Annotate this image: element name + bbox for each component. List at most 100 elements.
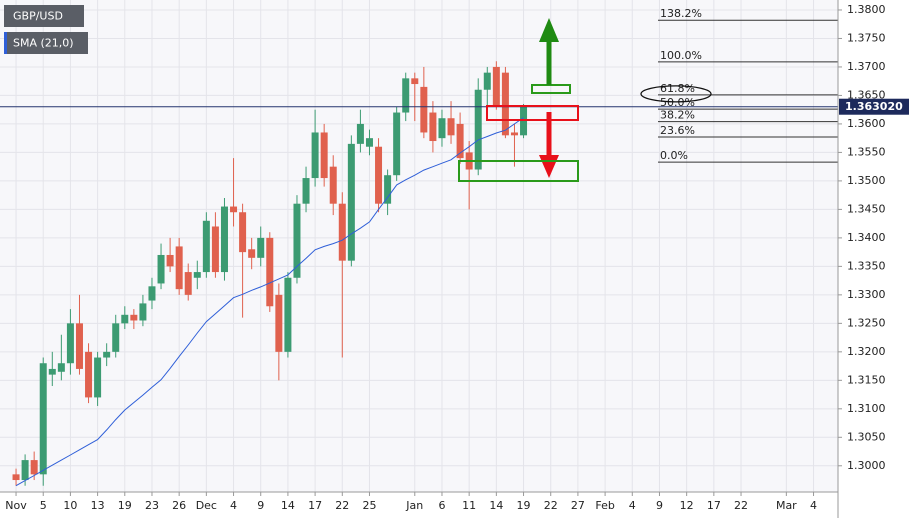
candle-body [429,112,437,142]
candle-body [94,357,102,398]
candle-body [474,89,482,170]
sma-line [15,117,524,487]
x-tick-label: 22 [335,499,349,512]
x-tick-label: Mar [776,499,797,512]
candle-body [220,206,228,273]
candle-body [293,203,301,278]
y-tick-label: 1.3300 [847,288,886,301]
candle-body [85,351,93,398]
x-tick-label: 9 [656,499,663,512]
y-tick-label: 1.3250 [847,316,886,329]
candle-body [48,368,56,375]
candle-body [447,118,455,136]
y-tick-label: 1.3150 [847,373,886,386]
y-tick-label: 1.3050 [847,430,886,443]
candle-body [320,132,328,179]
x-tick-label: 25 [362,499,376,512]
y-tick-label: 1.3450 [847,202,886,215]
x-tick-label: 22 [734,499,748,512]
x-tick-label: Jan [405,499,423,512]
candle-body [456,123,464,159]
candle-body [166,254,174,267]
x-tick-label: 26 [172,499,186,512]
x-tick-label: Nov [5,499,27,512]
arrow-head [539,18,559,42]
candle-body [211,226,219,273]
x-tick-label: 12 [680,499,694,512]
x-tick-label: 17 [308,499,322,512]
candle-body [21,460,29,481]
x-tick-label: 10 [63,499,77,512]
x-tick-label: 4 [629,499,636,512]
y-tick-label: 1.3000 [847,459,886,472]
legend: GBP/USD SMA (21,0) [4,5,88,54]
x-tick-label: 11 [462,499,476,512]
fib-highlight [640,85,712,103]
candle-body [384,175,392,204]
candle-body [112,323,120,352]
y-tick-label: 1.3700 [847,60,886,73]
x-tick-label: 19 [517,499,531,512]
candle-body [66,323,74,364]
candle-body [266,237,274,307]
candle-body [329,166,337,204]
candle-body [483,72,491,90]
y-tick-label: 1.3200 [847,345,886,358]
candle-body [375,146,383,204]
candle-body [257,237,265,258]
plot-area [0,0,838,492]
candle-body [193,272,201,278]
candle-body [239,212,247,253]
y-tick-label: 1.3600 [847,117,886,130]
candle-body [57,363,65,372]
fib-label: 100.0% [660,49,702,62]
y-tick-label: 1.3550 [847,145,886,158]
candle-body [311,132,319,179]
candle-body [248,249,256,258]
x-tick-label: 13 [91,499,105,512]
candle-body [157,254,165,284]
x-tick-label: 9 [257,499,264,512]
candle-body [438,118,446,139]
annotations [458,18,579,182]
y-tick-label: 1.3400 [847,231,886,244]
candle-body [420,86,428,133]
fib-label: 23.6% [660,124,695,137]
candle-body [393,112,401,176]
x-tick-label: 6 [438,499,445,512]
support-box [458,160,579,182]
candle-body [501,72,509,136]
candle-body [411,78,419,85]
candle-body [356,123,364,144]
legend-item [4,5,84,27]
candle-body [184,272,192,295]
fib-label: 38.2% [660,109,695,122]
candle-body [103,351,111,358]
candle-body [402,78,410,113]
candle-body [75,323,83,369]
resistance-box [486,105,579,121]
candle-body [30,460,38,475]
fib-label: 50.0% [660,96,695,109]
legend-label: GBP/USD [13,10,63,23]
candle-body [510,132,518,136]
candle-body [338,203,346,261]
candle-body [275,294,283,352]
x-tick-label: 5 [40,499,47,512]
candle-body [12,474,20,481]
x-tick-label: 19 [118,499,132,512]
candle-body [520,106,528,136]
legend-swatch [4,32,7,54]
fib-label: 61.8% [660,82,695,95]
candle-body [130,314,138,321]
x-tick-label: 17 [707,499,721,512]
candle-body [492,66,500,107]
x-tick-label: 14 [281,499,295,512]
y-tick-label: 1.3350 [847,259,886,272]
grid [0,0,838,492]
candle-body [202,220,210,273]
last-price-box [839,98,909,115]
candle-body [302,178,310,204]
candle-body [121,314,129,324]
